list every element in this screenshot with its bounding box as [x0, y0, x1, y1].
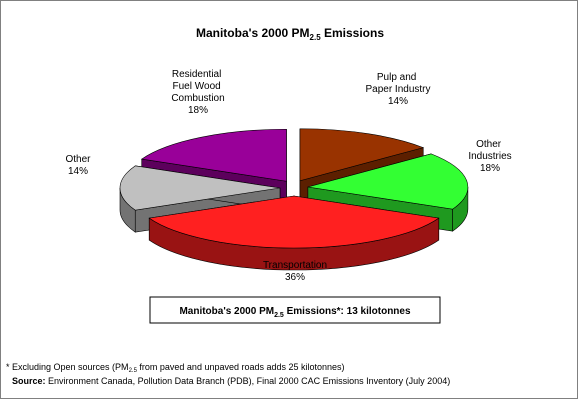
value-label: 18%	[188, 105, 208, 116]
source: Source: Environment Canada, Pollution Da…	[12, 376, 450, 386]
slice	[148, 195, 440, 249]
value-label: 14%	[68, 166, 88, 177]
slice-label: Pulp and Paper Industry	[365, 72, 430, 95]
total-text: Manitoba's 2000 PM2.5 Emissions*: 13 kil…	[179, 306, 411, 319]
value-label: 18%	[480, 163, 500, 174]
total-box	[149, 296, 441, 324]
slice	[299, 128, 425, 182]
label-line: Pulp and	[377, 72, 419, 83]
box-sub: 2.5	[274, 312, 284, 319]
value-label: 36%	[285, 272, 305, 283]
slice-label: Other Industries	[468, 139, 511, 162]
foot-part: * Excluding Open sources (PM	[6, 362, 129, 372]
footnote: * Excluding Open sources (PM2.5 from pav…	[6, 362, 345, 374]
label-line: Transportation	[263, 260, 327, 271]
label-line: Fuel Wood	[173, 81, 224, 92]
title-part: Emissions	[321, 26, 385, 40]
slice-label: Residential Fuel Wood Combustion	[171, 69, 224, 104]
label-line: Other	[65, 154, 91, 165]
foot-sub: 2.5	[129, 368, 138, 374]
value-label: 14%	[388, 96, 408, 107]
chart-title: Manitoba's 2000 PM2.5 Emissions	[196, 26, 384, 42]
label-line: Industries	[468, 151, 511, 162]
slice-label: Transportation	[263, 260, 327, 271]
box-part: Emissions*: 13 kilotonnes	[284, 306, 411, 317]
label-line: Residential	[172, 69, 224, 80]
slice-label: Other	[65, 154, 91, 165]
source-text: Environment Canada, Pollution Data Branc…	[46, 376, 451, 386]
slice	[119, 165, 281, 211]
title-sub: 2.5	[310, 33, 322, 42]
slice	[307, 153, 469, 210]
box-part: Manitoba's 2000 PM	[179, 306, 274, 317]
slice	[140, 128, 287, 182]
title-part: Manitoba's 2000 PM	[196, 26, 310, 40]
source-label: Source:	[12, 376, 46, 386]
label-line: Other	[476, 139, 504, 150]
label-line: Paper Industry	[365, 84, 430, 95]
label-line: Combustion	[171, 93, 224, 104]
foot-part: from paved and unpaved roads adds 25 kil…	[137, 362, 345, 372]
